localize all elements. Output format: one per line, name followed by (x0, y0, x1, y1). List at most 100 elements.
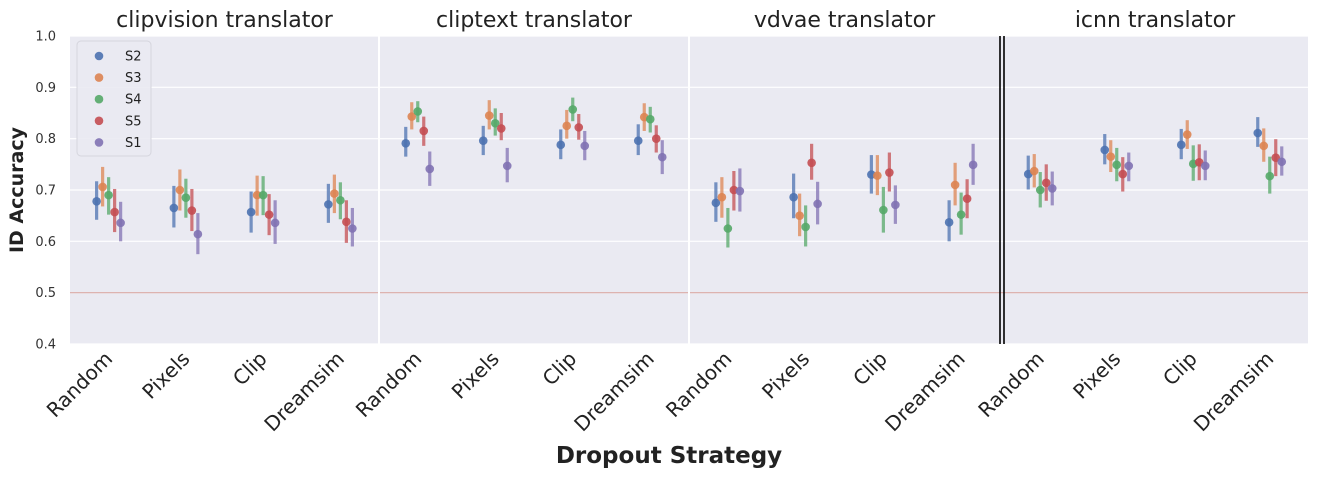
legend-marker-S2 (94, 51, 104, 61)
point-S5-2-1 (807, 158, 816, 168)
x-tick-label-3-2: Clip (1158, 347, 1202, 391)
point-S5-0-2 (264, 210, 274, 219)
point-S3-0-2 (252, 190, 262, 200)
x-tick-label-3-1: Pixels (1068, 347, 1125, 404)
y-tick-label-4: 0.8 (35, 132, 56, 147)
legend-marker-S3 (94, 73, 104, 82)
x-tick-label-1-0: Random (351, 347, 427, 423)
legend-box (76, 40, 152, 157)
legend-label-S5: S5 (125, 114, 142, 129)
point-S4-3-1 (1112, 160, 1122, 170)
point-S3-3-0 (1029, 166, 1039, 176)
point-S3-2-2 (873, 171, 882, 180)
point-S1-0-0 (116, 218, 125, 228)
x-tick-label-0-2: Clip (228, 347, 272, 391)
point-S5-0-1 (187, 206, 197, 215)
point-S4-2-3 (956, 210, 966, 219)
point-S4-1-1 (490, 118, 500, 128)
point-S1-2-2 (891, 200, 900, 210)
point-S5-0-0 (110, 207, 119, 217)
point-S1-1-1 (502, 161, 512, 171)
x-tick-label-2-3: Dreamsim (880, 347, 970, 437)
point-S5-3-1 (1118, 169, 1128, 179)
data-marks (92, 97, 1287, 255)
point-S3-2-3 (950, 180, 960, 190)
y-tick-labels: 0.4 0.5 0.6 0.7 0.8 0.9 1.0 (35, 30, 56, 353)
point-S5-2-3 (962, 194, 972, 204)
x-tick-label-0-0: Random (42, 347, 118, 423)
x-tick-label-0-1: Pixels (137, 347, 194, 404)
point-S4-3-3 (1265, 171, 1275, 181)
x-tick-label-1-2: Clip (538, 347, 582, 391)
point-S4-2-2 (879, 205, 888, 215)
point-S3-1-0 (407, 112, 417, 121)
point-S1-1-3 (657, 152, 667, 162)
point-S2-3-2 (1176, 140, 1186, 150)
x-tick-label-3-0: Random (973, 347, 1049, 423)
point-S3-0-0 (98, 182, 107, 192)
x-tick-label-0-3: Dreamsim (259, 347, 349, 437)
point-S4-0-2 (258, 190, 268, 200)
x-tick-label-1-3: Dreamsim (569, 347, 659, 437)
x-tick-label-2-2: Clip (848, 347, 892, 391)
point-S4-1-3 (645, 114, 655, 124)
point-S3-2-0 (717, 192, 727, 202)
panel-title-1: cliptext translator (436, 8, 633, 33)
point-S2-1-2 (556, 140, 566, 150)
point-S2-2-3 (944, 218, 954, 227)
point-S2-1-1 (478, 136, 488, 146)
legend: S2 S3 S4 S5 S1 (76, 40, 152, 157)
x-tick-label-2-1: Pixels (757, 347, 814, 404)
point-S1-3-2 (1200, 161, 1210, 171)
y-tick-label-0: 0.4 (35, 338, 56, 353)
point-S4-3-0 (1035, 185, 1045, 195)
point-S3-1-1 (484, 111, 494, 120)
point-S2-2-1 (789, 192, 798, 202)
point-S5-3-0 (1041, 178, 1051, 188)
point-S3-3-2 (1182, 130, 1192, 139)
point-S1-3-3 (1277, 157, 1287, 167)
point-S3-3-1 (1106, 152, 1116, 161)
x-axis-label: Dropout Strategy (556, 443, 782, 469)
y-tick-label-5: 0.9 (35, 81, 56, 96)
point-S5-3-3 (1271, 153, 1281, 162)
point-S1-2-1 (813, 199, 822, 209)
legend-marker-S4 (94, 94, 104, 104)
x-tick-label-1-1: Pixels (447, 347, 504, 404)
point-S2-1-3 (633, 136, 643, 146)
point-S5-1-3 (651, 134, 661, 143)
panel-separators (378, 36, 1005, 344)
legend-marker-S5 (94, 116, 104, 126)
panel-title-0: clipvision translator (116, 8, 334, 33)
point-S1-3-0 (1047, 184, 1057, 193)
legend-marker-S1 (94, 138, 104, 147)
y-tick-label-1: 0.5 (35, 286, 56, 301)
point-S3-2-1 (795, 211, 804, 220)
point-S4-0-3 (336, 195, 345, 205)
point-S1-2-3 (968, 160, 978, 170)
point-S4-1-2 (568, 105, 578, 114)
point-S2-3-1 (1100, 145, 1110, 155)
y-axis-label: ID Accuracy (6, 126, 28, 253)
point-S2-0-3 (324, 200, 333, 209)
point-S5-1-2 (574, 123, 584, 132)
point-S1-1-0 (425, 164, 435, 174)
legend-label-S3: S3 (125, 71, 142, 86)
point-S5-0-3 (342, 217, 351, 227)
point-S2-3-3 (1253, 128, 1263, 138)
legend-label-S1: S1 (125, 136, 142, 151)
point-S5-1-0 (419, 126, 429, 136)
x-tick-label-3-3: Dreamsim (1189, 347, 1279, 437)
point-S3-0-3 (330, 189, 339, 198)
point-S2-0-1 (169, 203, 179, 213)
y-tick-label-6: 1.0 (35, 30, 56, 45)
point-S3-3-3 (1259, 141, 1269, 151)
point-S5-1-1 (496, 124, 506, 133)
point-S4-2-1 (801, 222, 810, 232)
panel-titles: clipvision translator cliptext translator… (116, 8, 1236, 33)
point-S2-0-0 (92, 196, 101, 206)
point-S2-2-0 (711, 198, 721, 208)
point-S3-1-2 (562, 121, 572, 131)
